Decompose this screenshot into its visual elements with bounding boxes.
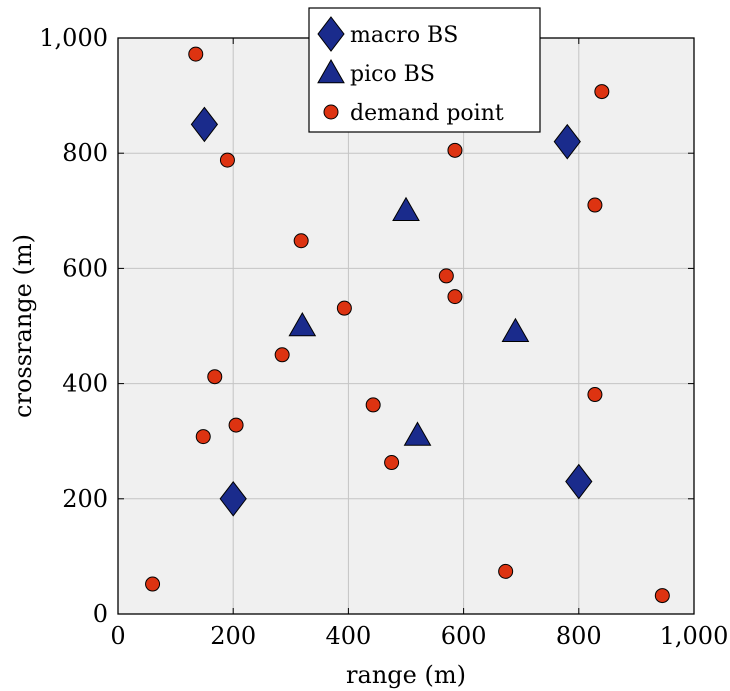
- x-tick-label: 400: [325, 622, 371, 650]
- x-tick-label: 800: [556, 622, 602, 650]
- demand-point-point: [219, 152, 235, 168]
- legend-label-macro-bs: macro BS: [350, 23, 458, 48]
- macro-bs-point: [219, 480, 247, 517]
- demand-point-point: [336, 300, 352, 316]
- x-tick-label: 200: [210, 622, 256, 650]
- legend-marker-macro-bs: [317, 16, 345, 52]
- legend-label-pico-bs: pico BS: [350, 62, 435, 87]
- macro-bs-point: [565, 463, 593, 500]
- demand-point-point: [228, 417, 244, 433]
- legend-marker-pico-bs: [317, 58, 345, 84]
- pico-bs-point: [392, 196, 420, 222]
- demand-point-point: [654, 588, 670, 604]
- plot-area: [118, 38, 694, 614]
- legend-marker-demand-point: [323, 104, 339, 120]
- x-axis-label: range (m): [346, 661, 466, 689]
- demand-point-point: [274, 347, 290, 363]
- demand-point-point: [587, 387, 603, 403]
- legend-label-demand-point: demand point: [350, 101, 504, 126]
- demand-point-point: [447, 289, 463, 305]
- y-tick-label: 1,000: [39, 24, 108, 52]
- y-tick-label: 0: [93, 600, 108, 628]
- macro-bs-point: [553, 123, 581, 160]
- legend-box: [308, 7, 541, 133]
- demand-point-point: [384, 455, 400, 471]
- demand-point-point: [498, 563, 514, 579]
- x-tick-label: 600: [441, 622, 487, 650]
- macro-bs-point: [190, 106, 219, 143]
- demand-point-point: [438, 268, 454, 284]
- data-marks: [145, 46, 670, 604]
- demand-point-point: [587, 197, 603, 213]
- y-tick-label: 800: [62, 139, 108, 167]
- y-tick-label: 400: [62, 370, 108, 398]
- grid: [118, 38, 694, 614]
- pico-bs-point: [403, 421, 432, 446]
- demand-point-point: [365, 397, 381, 413]
- demand-point-point: [594, 84, 610, 100]
- demand-point-point: [207, 369, 223, 385]
- y-tick-label: 600: [62, 254, 108, 282]
- y-tick-label: 200: [62, 485, 108, 513]
- y-axis-label: crossrange (m): [9, 234, 37, 418]
- demand-point-point: [145, 576, 161, 592]
- demand-point-point: [293, 233, 309, 249]
- legend: macro BS pico BS demand point: [308, 7, 541, 133]
- x-tick-label: 0: [110, 622, 125, 650]
- x-tick-label: 1,000: [660, 622, 729, 650]
- demand-point-point: [188, 46, 204, 62]
- pico-bs-point: [288, 311, 317, 337]
- demand-point-point: [195, 429, 211, 445]
- demand-point-point: [447, 142, 463, 158]
- pico-bs-point: [501, 317, 530, 343]
